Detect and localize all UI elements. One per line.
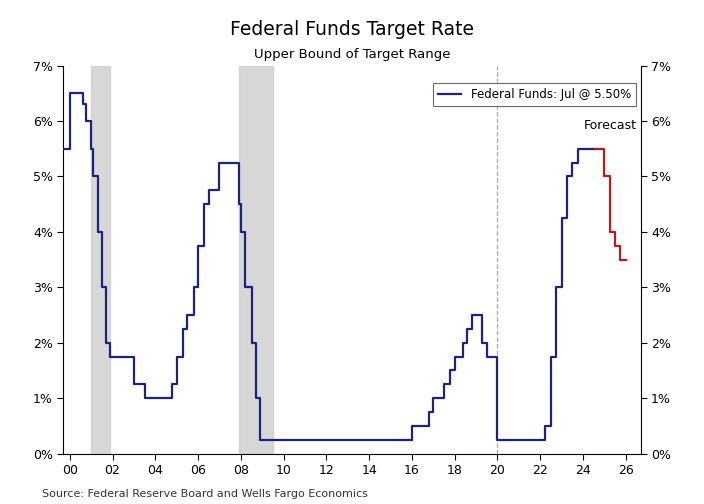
Text: Source: Federal Reserve Board and Wells Fargo Economics: Source: Federal Reserve Board and Wells … [42, 489, 368, 499]
Legend: Federal Funds: Jul @ 5.50%: Federal Funds: Jul @ 5.50% [433, 83, 636, 105]
Bar [239, 66, 273, 454]
Text: Forecast: Forecast [584, 119, 637, 132]
Bar [91, 66, 111, 454]
Text: Federal Funds Target Rate: Federal Funds Target Rate [230, 20, 474, 39]
Text: Upper Bound of Target Range: Upper Bound of Target Range [253, 48, 451, 61]
